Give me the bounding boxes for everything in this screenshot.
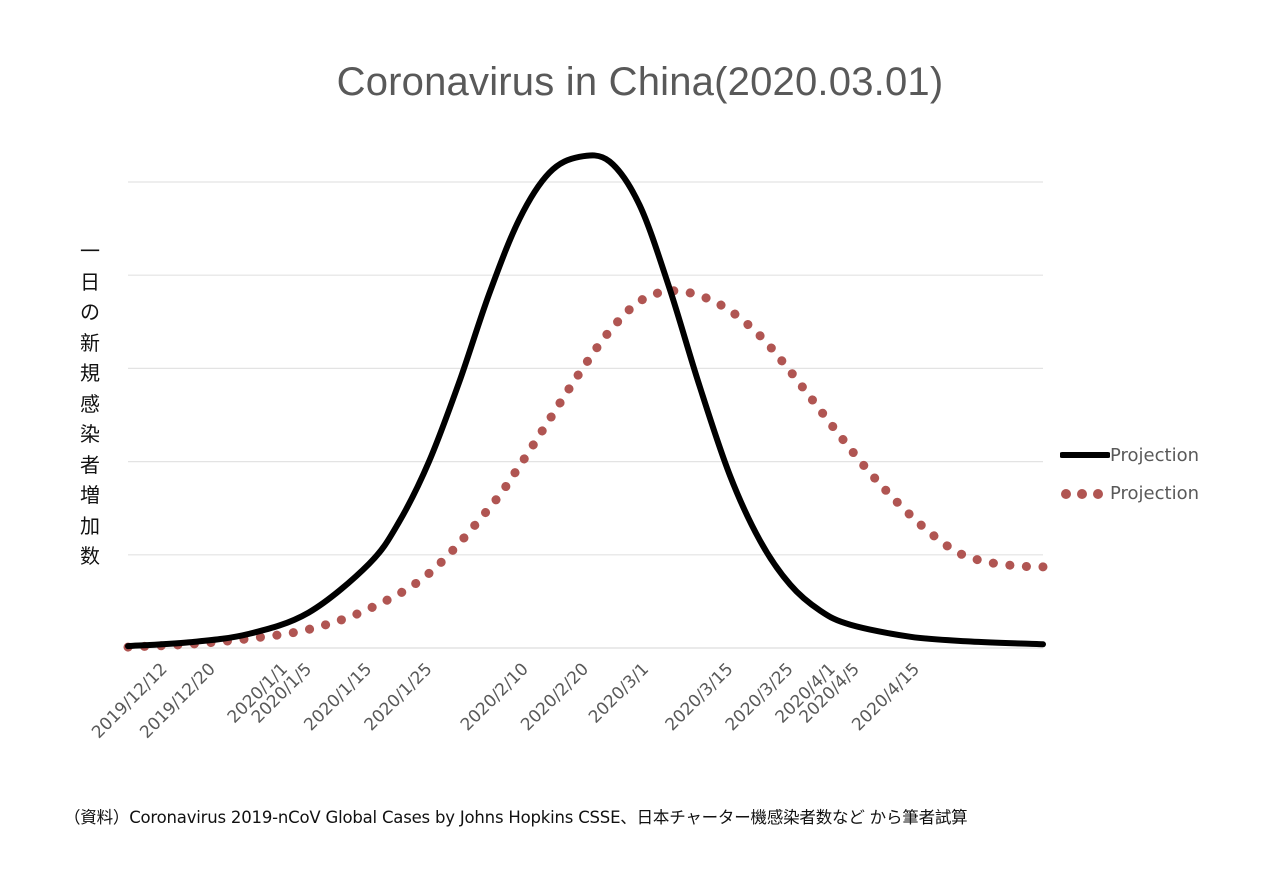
y-axis-label-char: 加 (80, 513, 100, 538)
y-axis-label-char: 者 (80, 452, 100, 477)
y-axis-label-char: 数 (80, 544, 100, 568)
legend-item-solid: Projection (1060, 443, 1199, 467)
y-axis-label-char: の (80, 300, 100, 324)
y-axis-label-char: 一 (80, 239, 100, 263)
y-axis-label-char: 新 (80, 330, 100, 355)
source-note: （資料）Coronavirus 2019-nCoV Global Cases b… (64, 808, 968, 827)
x-tick-label: 2020/3/1 (585, 659, 653, 727)
legend-swatch-solid-line (1060, 452, 1110, 458)
y-axis-label-char: 感 (80, 391, 100, 416)
series-line-dotted (123, 286, 1048, 652)
legend-item-dotted: Projection (1060, 481, 1199, 505)
gridlines (128, 181, 1043, 649)
legend-label: Projection (1110, 482, 1200, 504)
y-axis-label-char: 規 (80, 361, 100, 385)
series-line-solid (125, 152, 1046, 650)
legend-label: Projection (1110, 444, 1200, 466)
y-axis-label: 一日の新規感染者増加数 (72, 236, 108, 572)
y-axis-label-char: 染 (80, 422, 100, 446)
legend-swatch-dotted-line (1061, 489, 1103, 499)
chart-title: Coronavirus in China(2020.03.01) (336, 60, 944, 104)
y-axis-label-char: 増 (80, 483, 100, 507)
y-axis-label-char: 日 (80, 269, 100, 294)
series-layer (123, 152, 1048, 652)
